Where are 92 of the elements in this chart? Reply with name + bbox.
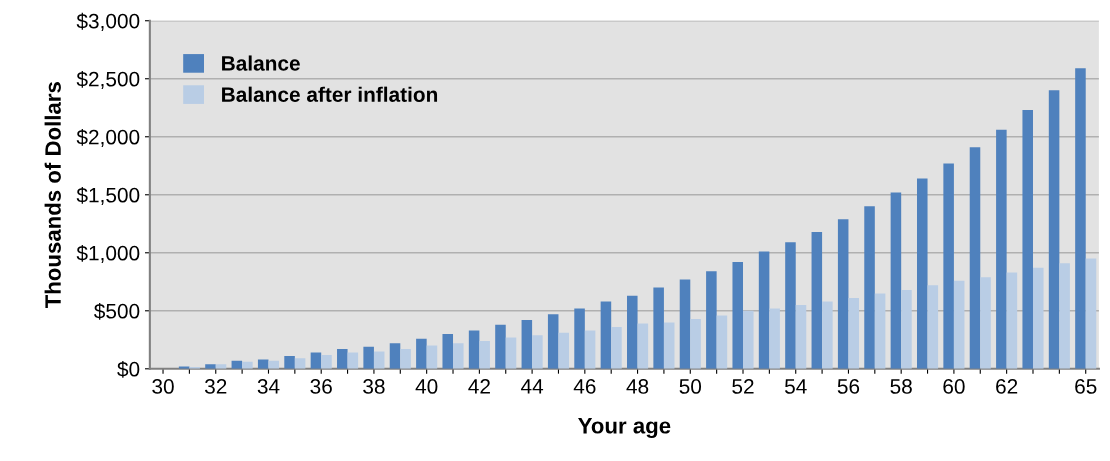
x-tick-label: 62 <box>996 379 1018 394</box>
bar <box>901 289 912 369</box>
bar <box>1006 272 1018 369</box>
x-tick-label: 60 <box>943 379 965 394</box>
bar <box>416 338 427 369</box>
bar <box>1075 68 1086 369</box>
x-tick-label: 46 <box>573 379 596 394</box>
bar <box>495 324 506 369</box>
bar <box>468 330 480 369</box>
x-tick-label: 44 <box>521 379 544 394</box>
bar <box>373 351 385 369</box>
bar <box>996 129 1007 369</box>
x-tick-label: 32 <box>204 379 227 394</box>
y-tick-label: $3,000 <box>76 12 140 31</box>
bar <box>521 320 533 369</box>
bar <box>864 206 875 369</box>
bar <box>837 219 849 369</box>
x-tick-label: 56 <box>837 379 860 394</box>
y-tick-label: $0 <box>117 360 140 378</box>
bar <box>337 349 348 369</box>
bar <box>600 301 612 369</box>
x-tick-label: 54 <box>784 379 807 394</box>
x-tick-label: 40 <box>415 379 438 394</box>
bar <box>442 333 454 369</box>
bar <box>627 295 638 369</box>
bar <box>558 332 570 369</box>
bar <box>785 242 796 369</box>
bar <box>1032 267 1044 369</box>
bar <box>547 314 559 369</box>
bar <box>653 287 664 369</box>
bar <box>584 330 596 369</box>
y-tick-label: $2,500 <box>76 70 140 89</box>
y-tick-label: $500 <box>94 302 140 320</box>
legend-label: Balance <box>222 55 300 71</box>
y-tick-label: $1,000 <box>76 244 140 263</box>
bar <box>706 271 717 369</box>
bar <box>890 192 902 369</box>
bar <box>663 322 675 369</box>
x-axis-title: Your age <box>578 418 671 439</box>
x-tick-label: 48 <box>626 379 649 394</box>
bar <box>479 340 490 369</box>
bar <box>743 310 754 369</box>
bar <box>389 343 401 369</box>
bar <box>953 280 965 369</box>
bar <box>1048 90 1060 369</box>
x-tick-label: 36 <box>310 379 332 394</box>
y-axis-title: Thousands of Dollars <box>44 82 61 309</box>
bar <box>1022 110 1033 369</box>
bar <box>732 262 744 369</box>
y-tick-label: $1,500 <box>76 186 140 205</box>
bar <box>637 323 649 369</box>
bar <box>927 285 939 369</box>
x-tick-label: 52 <box>732 379 754 394</box>
bar <box>980 277 991 369</box>
bar <box>716 315 728 369</box>
bar <box>505 337 517 369</box>
bar <box>811 231 823 369</box>
y-tick-label: $2,000 <box>76 128 140 147</box>
bar <box>400 349 411 369</box>
bar <box>969 147 981 369</box>
bar <box>294 358 306 369</box>
bar <box>574 308 585 369</box>
x-tick-label: 58 <box>890 379 912 394</box>
x-tick-label: 50 <box>679 379 702 394</box>
bar <box>205 364 216 369</box>
bar <box>268 360 280 369</box>
bar <box>822 301 833 369</box>
bar <box>758 251 770 369</box>
bar <box>848 298 859 369</box>
bar <box>611 327 622 369</box>
bar <box>679 279 691 369</box>
bar <box>874 293 886 369</box>
x-tick-label: 30 <box>152 379 174 394</box>
legend-label: Balance after inflation <box>222 86 438 102</box>
bar <box>532 335 543 369</box>
bar <box>943 163 954 369</box>
bar <box>690 318 701 369</box>
bar <box>284 356 295 369</box>
bar <box>795 304 807 369</box>
bar <box>321 354 332 369</box>
bar <box>242 361 253 369</box>
bar <box>1059 263 1070 369</box>
bar <box>769 308 780 369</box>
x-tick-label: 42 <box>468 379 490 394</box>
x-tick-label: 65 <box>1075 379 1097 394</box>
bar <box>363 346 374 369</box>
bar <box>1085 258 1097 369</box>
x-tick-label: 34 <box>257 379 280 394</box>
bar <box>453 343 464 369</box>
bar <box>917 178 928 369</box>
x-tick-label: 38 <box>363 379 385 394</box>
bar <box>426 345 438 369</box>
